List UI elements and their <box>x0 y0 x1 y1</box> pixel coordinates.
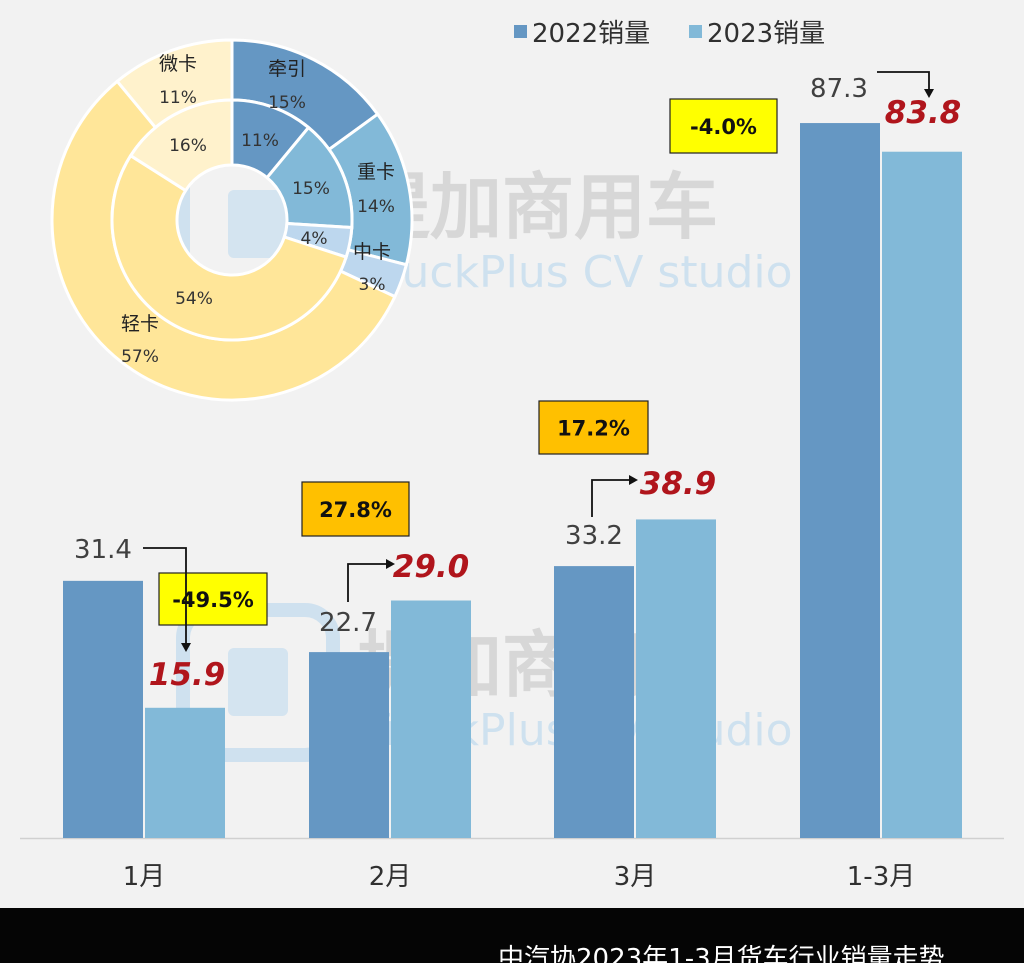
change-badge-2 <box>301 481 410 537</box>
monthly-sales-bar-chart: 1月 31.4 15.9 -49.5% 2月 22.7 29.0 27.8% 3月 33.2 38.… <box>20 71 1004 892</box>
change-label-1: -49.5% <box>172 588 254 612</box>
change-badge-3 <box>538 400 649 455</box>
bar-2022-2 <box>309 652 389 838</box>
change-arrow-4 <box>877 71 930 94</box>
legend-swatch-1 <box>514 25 527 38</box>
value-label-2023-4: 83.8 <box>885 95 962 131</box>
bar-2023-2 <box>391 600 471 838</box>
inner-ring-value-2: 15% <box>292 179 330 199</box>
change-badge-1 <box>158 572 268 626</box>
watermark-logo-core <box>228 190 288 258</box>
change-label-4: -4.0% <box>690 115 757 139</box>
footer-bar: 中汽协2023年1-3月货车行业销量走势 <box>0 908 1024 963</box>
segment-share-doughnut: 牵引 15% 重卡 14% 中卡 3% 轻卡 57% 微卡 11% 11% 15% 4% 54% 16% <box>50 38 414 402</box>
inner-ring-slice-5 <box>128 98 234 193</box>
bar-2022-1 <box>63 580 143 838</box>
change-arrowhead-2 <box>386 559 395 569</box>
outer-ring-name-4: 轻卡 <box>121 313 159 335</box>
legend-label-2: 2023销量 <box>707 19 825 49</box>
watermark-text: 提加商用车 <box>358 165 718 249</box>
value-label-2022-3: 33.2 <box>565 521 623 551</box>
inner-ring-value-3: 4% <box>301 229 328 249</box>
x-tick-label-2: 2月 <box>369 862 412 892</box>
outer-ring-value-2: 14% <box>357 197 395 217</box>
change-arrowhead-3 <box>629 475 638 485</box>
outer-ring-name-5: 微卡 <box>159 53 197 75</box>
bar-2023-3 <box>636 519 716 838</box>
outer-ring-name-2: 重卡 <box>357 161 395 183</box>
inner-ring-value-1: 11% <box>241 131 279 151</box>
value-label-2022-4: 87.3 <box>810 74 868 104</box>
x-tick-label-3: 3月 <box>614 862 657 892</box>
change-badge-4 <box>669 98 778 154</box>
bar-2023-4 <box>882 151 962 838</box>
outer-ring-value-4: 57% <box>121 347 159 367</box>
bar-2022-4 <box>800 123 880 838</box>
inner-ring-value-4: 54% <box>175 289 213 309</box>
change-arrow-1 <box>143 547 187 648</box>
change-label-2: 27.8% <box>319 498 392 522</box>
legend-label-1: 2022销量 <box>532 19 650 49</box>
inner-ring-value-5: 16% <box>169 136 207 156</box>
bar-2022-3 <box>554 566 634 838</box>
x-tick-label-1: 1月 <box>123 862 166 892</box>
outer-ring-name-3: 中卡 <box>353 241 391 263</box>
outer-ring-value-3: 3% <box>359 275 386 295</box>
value-label-2023-1: 15.9 <box>149 657 226 693</box>
change-label-3: 17.2% <box>557 417 630 441</box>
outer-ring-name-1: 牵引 <box>268 58 306 80</box>
value-label-2023-3: 38.9 <box>640 466 717 502</box>
value-label-2023-2: 29.0 <box>393 549 470 585</box>
watermark-subtext: TruckPlus CV studio <box>362 247 793 298</box>
value-label-2022-1: 31.4 <box>74 535 132 565</box>
change-arrow-3 <box>591 479 635 517</box>
inner-ring-slice-4 <box>110 153 349 342</box>
legend-swatch-2 <box>689 25 702 38</box>
bar-2023-1 <box>145 707 225 838</box>
change-arrowhead-1 <box>181 643 191 652</box>
outer-ring-value-1: 15% <box>268 93 306 113</box>
outer-ring-value-5: 11% <box>159 88 197 108</box>
chart-legend: 2022销量 2023销量 <box>514 19 825 49</box>
footer-caption: 中汽协2023年1-3月货车行业销量走势 <box>498 944 945 963</box>
watermark-logo-core <box>228 648 288 716</box>
x-tick-label-4: 1-3月 <box>847 862 915 892</box>
change-arrowhead-4 <box>924 89 934 98</box>
value-label-2022-2: 22.7 <box>319 608 377 638</box>
change-arrow-2 <box>347 563 392 602</box>
